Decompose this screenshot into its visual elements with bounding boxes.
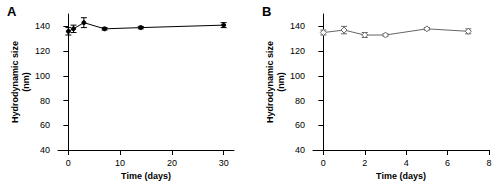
svg-text:40: 40: [40, 145, 50, 155]
svg-text:0: 0: [66, 158, 71, 168]
svg-text:B: B: [262, 4, 271, 19]
svg-text:20: 20: [167, 158, 177, 168]
svg-text:6: 6: [445, 158, 450, 168]
svg-text:10: 10: [115, 158, 125, 168]
svg-text:Hydrodynamic size: Hydrodynamic size: [10, 41, 20, 123]
svg-text:60: 60: [40, 120, 50, 130]
svg-text:Time (days): Time (days): [121, 171, 171, 181]
svg-text:120: 120: [35, 46, 50, 56]
svg-text:Time (days): Time (days): [376, 171, 426, 181]
svg-text:0: 0: [321, 158, 326, 168]
svg-text:80: 80: [295, 96, 305, 106]
svg-text:8: 8: [486, 158, 491, 168]
svg-text:30: 30: [219, 158, 229, 168]
svg-text:140: 140: [290, 21, 305, 31]
svg-text:140: 140: [35, 21, 50, 31]
svg-text:100: 100: [290, 71, 305, 81]
svg-text:(nm): (nm): [276, 72, 286, 92]
svg-text:60: 60: [295, 120, 305, 130]
svg-text:4: 4: [404, 158, 409, 168]
svg-text:80: 80: [40, 96, 50, 106]
svg-text:A: A: [7, 4, 17, 19]
svg-text:100: 100: [35, 71, 50, 81]
svg-text:Hydrodynamic size: Hydrodynamic size: [265, 41, 275, 123]
svg-text:2: 2: [362, 158, 367, 168]
svg-text:(nm): (nm): [21, 72, 31, 92]
svg-text:120: 120: [290, 46, 305, 56]
svg-text:40: 40: [295, 145, 305, 155]
